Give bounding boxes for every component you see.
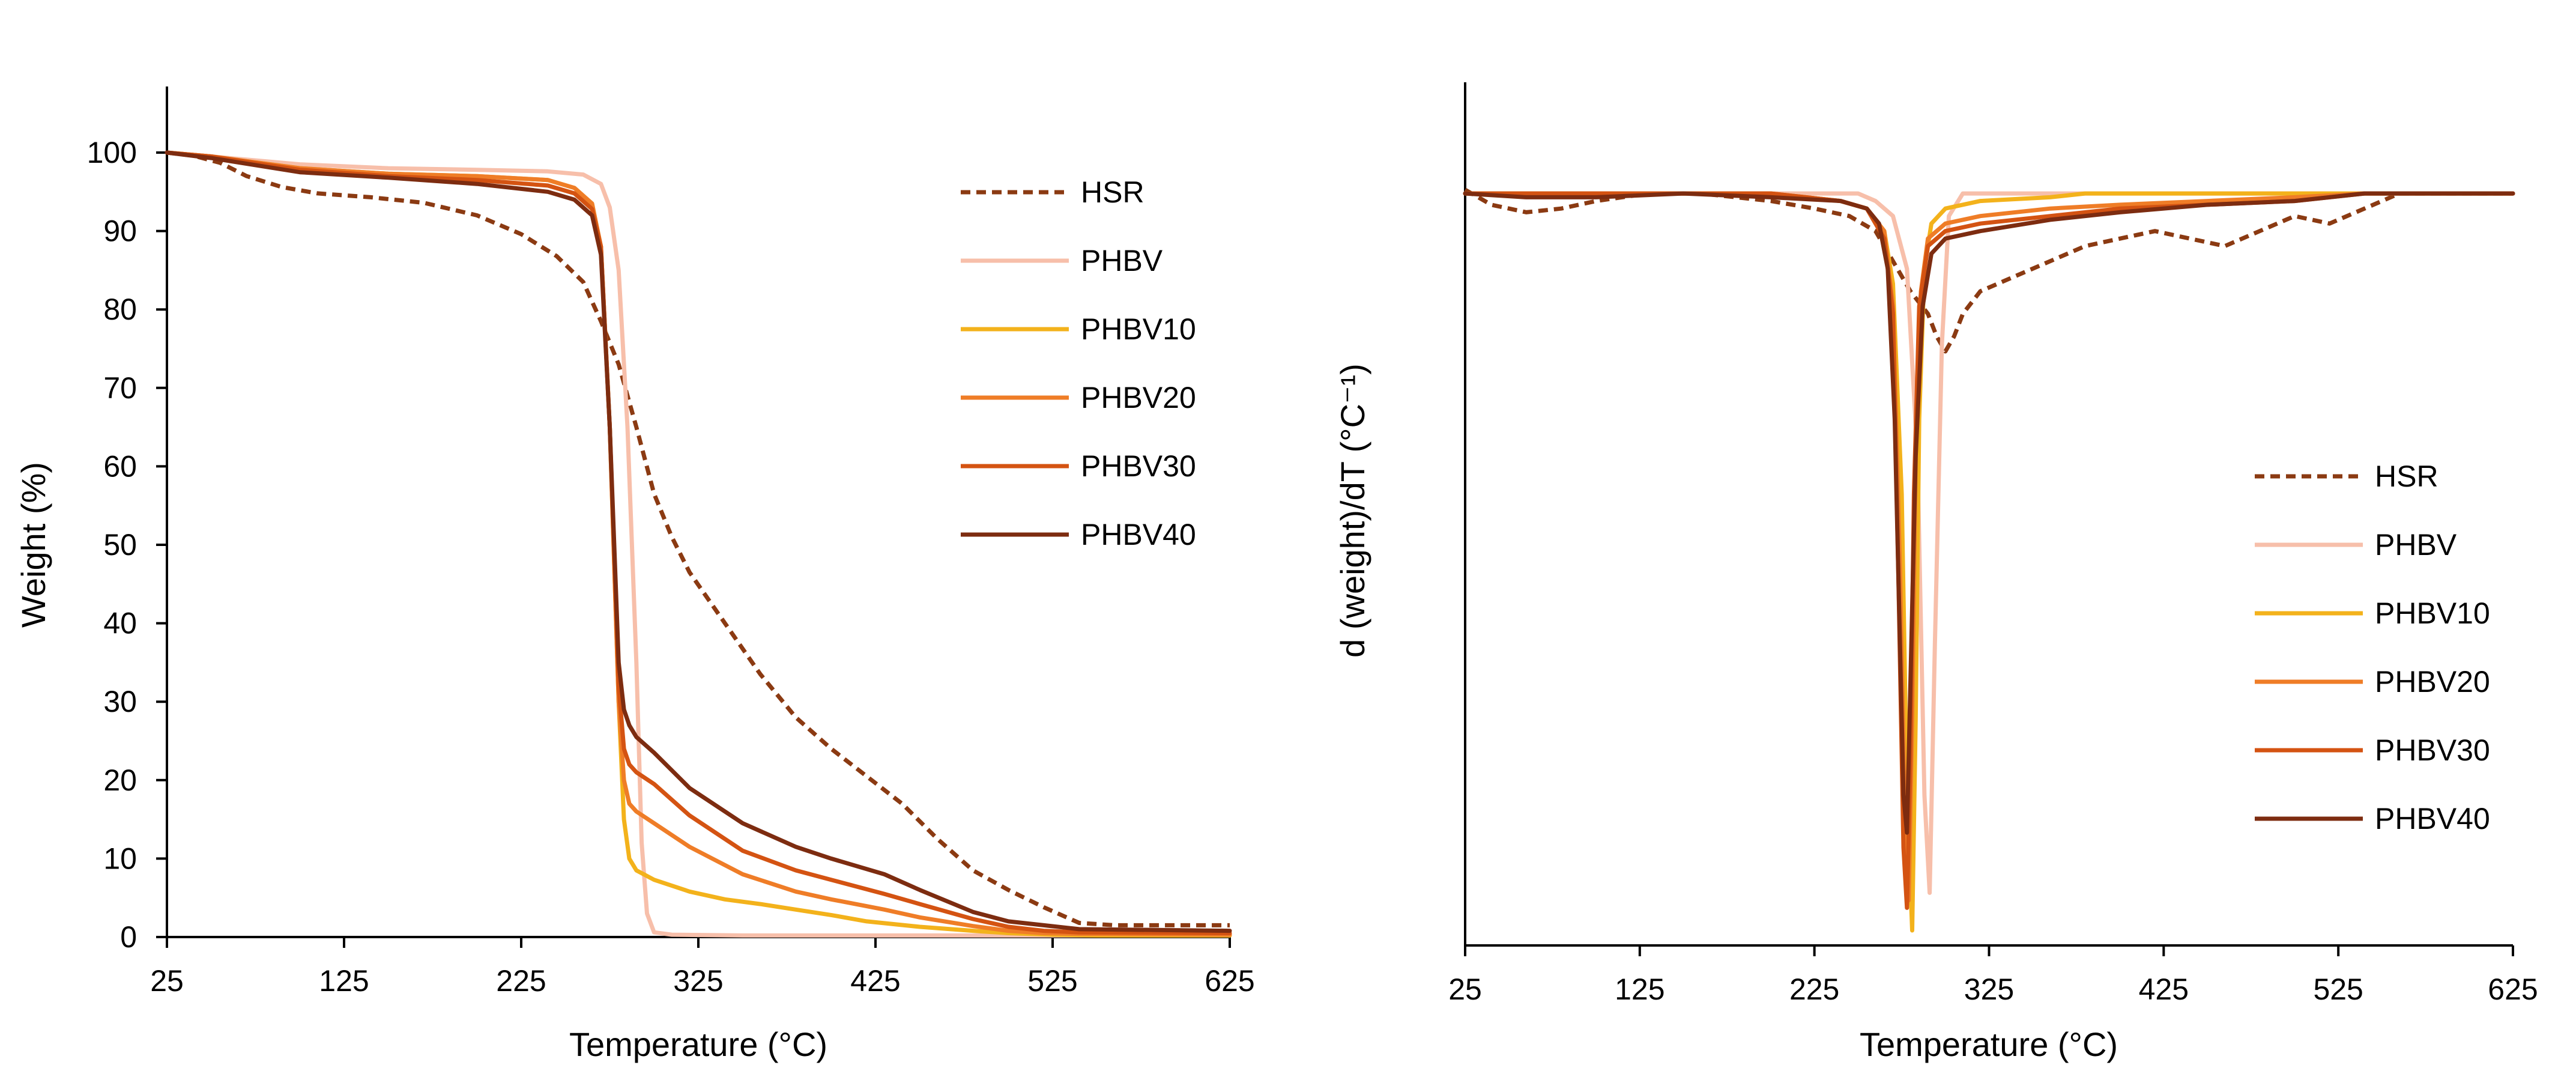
tga-y-tick-label: 20: [103, 763, 137, 797]
tga-x-axis-title: Temperature (°C): [569, 1025, 827, 1063]
dtg-y-axis-title: d (weight)/dT (°C⁻¹): [1334, 363, 1371, 658]
dtg-series-phbv40: [1463, 191, 2515, 835]
tga-y-tick-label: 10: [103, 842, 137, 875]
tga-legend-label: PHBV20: [1081, 381, 1196, 414]
tga-y-tick-label: 60: [103, 449, 137, 483]
tga-y-tick-label: 0: [120, 920, 137, 954]
dtg-legend-label: PHBV10: [2375, 596, 2490, 630]
tga-legend-label: PHBV40: [1081, 518, 1196, 551]
tga-x-tick-label: 425: [850, 964, 900, 998]
tga-series-phbv: [165, 150, 1232, 938]
tga-legend: HSR PHBV PHBV10 PHBV20 PHBV30 PHBV40: [961, 175, 1196, 551]
dtg-legend-label: PHBV30: [2375, 733, 2490, 767]
dtg-x-tick-label: 425: [2139, 972, 2189, 1006]
tga-x-tick-label: 625: [1205, 964, 1254, 998]
tga-x-tick-label: 25: [150, 964, 184, 998]
tga-chart: 25 125 225 325 425 525 625 0 10 20 30 40 50 60 70 80 90 1…: [14, 86, 1255, 1063]
dtg-x-tick-label: 325: [1964, 972, 2014, 1006]
tga-legend-label: PHBV30: [1081, 449, 1196, 483]
tga-series-phbv20: [165, 150, 1232, 937]
tga-y-tick-label: 40: [103, 607, 137, 640]
dtg-x-tick-label: 625: [2488, 972, 2538, 1006]
tga-y-axis-title: Weight (%): [14, 462, 52, 628]
tga-y-tick-label: 100: [87, 136, 137, 169]
tga-legend-label: PHBV: [1081, 244, 1163, 278]
dtg-x-tick-label: 125: [1615, 972, 1664, 1006]
dtg-legend-label: PHBV40: [2375, 802, 2490, 836]
tga-x-tick-label: 125: [319, 964, 369, 998]
tga-x-tick-label: 525: [1027, 964, 1077, 998]
dtg-x-axis-title: Temperature (°C): [1860, 1025, 2118, 1063]
tga-series-phbv30: [165, 150, 1232, 935]
tga-x-tick-label: 325: [673, 964, 723, 998]
tga-y-tick-label: 70: [103, 371, 137, 405]
tga-y-tick-label: 90: [103, 214, 137, 248]
dtg-chart: 25 125 225 325 425 525 625 Temperature (°C) d (w…: [1334, 82, 2538, 1063]
tga-legend-label: PHBV10: [1081, 312, 1196, 346]
tga-y-tick-label: 80: [103, 293, 137, 326]
dtg-legend-label: HSR: [2375, 460, 2438, 493]
tga-legend-label: HSR: [1081, 175, 1144, 209]
dtg-legend-label: PHBV: [2375, 528, 2457, 562]
tga-x-tick-label: 225: [496, 964, 546, 998]
dtg-x-tick-label: 225: [1789, 972, 1839, 1006]
dtg-series-phbv: [1463, 191, 2515, 895]
dtg-x-tick-label: 525: [2313, 972, 2363, 1006]
dtg-legend-label: PHBV20: [2375, 665, 2490, 699]
tga-y-tick-label: 50: [103, 528, 137, 562]
dtg-legend: HSR PHBV PHBV10 PHBV20 PHBV30 PHBV40: [2255, 460, 2490, 836]
tga-series-hsr: [166, 150, 1230, 927]
tga-series-phbv40: [165, 150, 1232, 933]
dtg-series-hsr: [1464, 187, 2513, 354]
tga-y-tick-label: 30: [103, 685, 137, 718]
dtg-x-tick-label: 25: [1448, 972, 1482, 1006]
